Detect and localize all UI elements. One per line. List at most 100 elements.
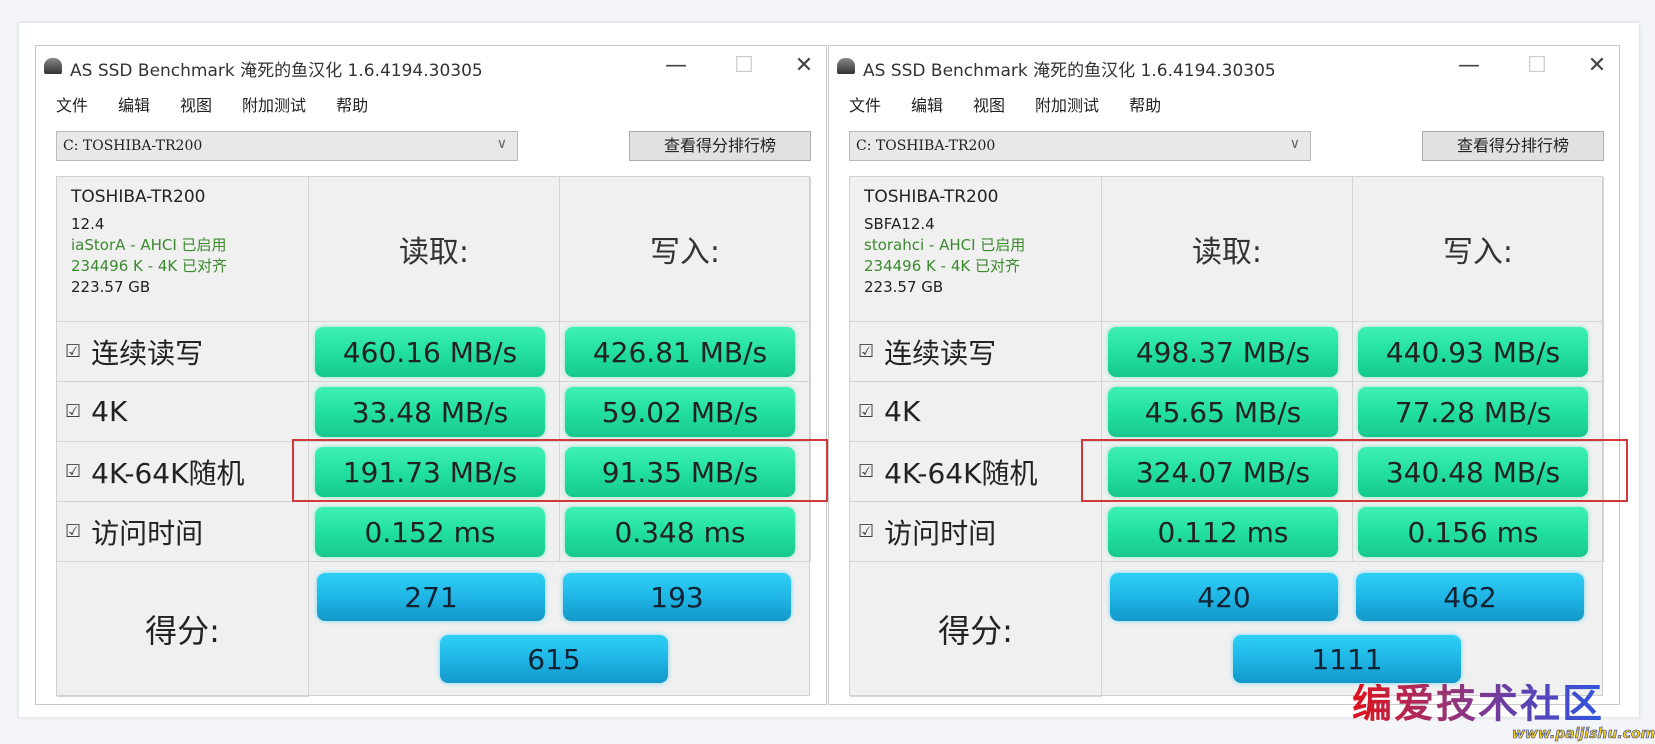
app-icon (837, 58, 855, 74)
score-label: 得分: (850, 562, 1102, 697)
write-cell (560, 322, 811, 382)
results-grid: TOSHIBA-TR200 12.4 iaStorA - AHCI 已启用 23… (56, 176, 811, 697)
write-cell (1353, 382, 1604, 442)
row-label[interactable]: ☑ 4K-64K随机 (850, 442, 1102, 502)
score-write: 193 (563, 573, 791, 621)
row-label-text: 连续读写 (884, 336, 997, 370)
row-label[interactable]: ☑ 访问时间 (57, 502, 309, 562)
read-value: 0.152 ms (315, 507, 545, 557)
title-bar: AS SSD Benchmark 淹死的鱼汉化 1.6.4194.30305 —… (36, 46, 826, 86)
read-cell (309, 382, 560, 442)
drive-firmware: SBFA12.4 (864, 215, 935, 233)
close-button[interactable]: ✕ (1587, 53, 1607, 78)
read-cell (1102, 502, 1353, 562)
write-header: 写入: (1353, 177, 1604, 322)
menu-file[interactable]: 文件 (56, 96, 89, 115)
view-ranking-button[interactable]: 查看得分排行榜 (1422, 131, 1604, 161)
results-grid: TOSHIBA-TR200 SBFA12.4 storahci - AHCI 已… (849, 176, 1604, 697)
menu-tools[interactable]: 附加测试 (242, 96, 307, 115)
menu-view[interactable]: 视图 (180, 96, 213, 115)
row-label[interactable]: ☑ 4K (57, 382, 309, 442)
write-cell (560, 502, 811, 562)
read-value: 0.112 ms (1108, 507, 1338, 557)
menu-bar: 文件 编辑 视图 附加测试 帮助 (56, 92, 368, 116)
row-label-text: 4K (91, 395, 128, 428)
row-label-text: 访问时间 (91, 516, 204, 550)
write-value: 77.28 MB/s (1358, 387, 1588, 437)
drive-driver: storahci - AHCI 已启用 (864, 236, 1026, 254)
menu-bar: 文件 编辑 视图 附加测试 帮助 (849, 92, 1161, 116)
view-ranking-button[interactable]: 查看得分排行榜 (629, 131, 811, 161)
row-label[interactable]: ☑ 4K (850, 382, 1102, 442)
read-header: 读取: (309, 177, 560, 322)
score-total: 1111 (1233, 635, 1461, 683)
highlight-box-right (1081, 439, 1628, 502)
menu-view[interactable]: 视图 (973, 96, 1006, 115)
score-total: 615 (440, 635, 668, 683)
drive-model: TOSHIBA-TR200 (71, 187, 206, 207)
checkbox-checked-icon[interactable]: ☑ (858, 341, 875, 362)
write-header: 写入: (560, 177, 811, 322)
checkbox-checked-icon[interactable]: ☑ (65, 401, 82, 422)
watermark-logo: 编爱技术社区 (1352, 680, 1604, 727)
drive-select[interactable]: C: TOSHIBA-TR200 ∨ (56, 131, 518, 161)
maximize-button[interactable]: ☐ (734, 53, 754, 78)
checkbox-checked-icon[interactable]: ☑ (858, 521, 875, 542)
write-value: 0.156 ms (1358, 507, 1588, 557)
checkbox-checked-icon[interactable]: ☑ (65, 461, 82, 482)
drive-capacity: 223.57 GB (864, 278, 944, 296)
app-icon (44, 58, 62, 74)
menu-edit[interactable]: 编辑 (118, 96, 151, 115)
read-value: 45.65 MB/s (1108, 387, 1338, 437)
row-label-text: 访问时间 (884, 516, 997, 550)
menu-help[interactable]: 帮助 (1129, 96, 1162, 115)
checkbox-checked-icon[interactable]: ☑ (858, 461, 875, 482)
drive-capacity: 223.57 GB (71, 278, 151, 296)
drive-info: TOSHIBA-TR200 12.4 iaStorA - AHCI 已启用 23… (57, 177, 309, 322)
drive-info: TOSHIBA-TR200 SBFA12.4 storahci - AHCI 已… (850, 177, 1102, 322)
drive-driver: iaStorA - AHCI 已启用 (71, 236, 227, 254)
row-label[interactable]: ☑ 访问时间 (850, 502, 1102, 562)
row-label-text: 4K-64K随机 (884, 456, 1038, 490)
write-value: 91.35 MB/s (565, 447, 795, 497)
minimize-button[interactable]: — (1458, 53, 1480, 78)
read-value: 498.37 MB/s (1108, 327, 1338, 377)
drive-select-value: C: TOSHIBA-TR200 (63, 138, 203, 154)
menu-edit[interactable]: 编辑 (911, 96, 944, 115)
read-cell (309, 322, 560, 382)
write-value: 426.81 MB/s (565, 327, 795, 377)
read-value: 191.73 MB/s (315, 447, 545, 497)
close-button[interactable]: ✕ (794, 53, 814, 78)
watermark-url: www.paijishu.com (1512, 726, 1655, 742)
menu-help[interactable]: 帮助 (336, 96, 369, 115)
write-value: 0.348 ms (565, 507, 795, 557)
menu-file[interactable]: 文件 (849, 96, 882, 115)
drive-firmware: 12.4 (71, 215, 105, 233)
drive-alignment: 234496 K - 4K 已对齐 (71, 257, 227, 275)
drive-select[interactable]: C: TOSHIBA-TR200 ∨ (849, 131, 1311, 161)
highlight-box-left (292, 439, 828, 502)
score-write: 462 (1356, 573, 1584, 621)
chevron-down-icon: ∨ (1289, 136, 1300, 152)
menu-tools[interactable]: 附加测试 (1035, 96, 1100, 115)
maximize-button[interactable]: ☐ (1527, 53, 1547, 78)
checkbox-checked-icon[interactable]: ☑ (65, 341, 82, 362)
row-label[interactable]: ☑ 连续读写 (57, 322, 309, 382)
checkbox-checked-icon[interactable]: ☑ (65, 521, 82, 542)
write-cell (1353, 322, 1604, 382)
minimize-button[interactable]: — (665, 53, 687, 78)
read-value: 324.07 MB/s (1108, 447, 1338, 497)
read-cell (1102, 322, 1353, 382)
title-bar: AS SSD Benchmark 淹死的鱼汉化 1.6.4194.30305 —… (829, 46, 1619, 86)
row-label[interactable]: ☑ 4K-64K随机 (57, 442, 309, 502)
score-read: 271 (317, 573, 545, 621)
row-label-text: 连续读写 (91, 336, 204, 370)
as-ssd-window: AS SSD Benchmark 淹死的鱼汉化 1.6.4194.30305 —… (828, 45, 1620, 705)
row-label[interactable]: ☑ 连续读写 (850, 322, 1102, 382)
read-value: 460.16 MB/s (315, 327, 545, 377)
row-label-text: 4K (884, 395, 921, 428)
write-cell (1353, 502, 1604, 562)
window-title: AS SSD Benchmark 淹死的鱼汉化 1.6.4194.30305 (863, 61, 1276, 81)
checkbox-checked-icon[interactable]: ☑ (858, 401, 875, 422)
write-value: 340.48 MB/s (1358, 447, 1588, 497)
